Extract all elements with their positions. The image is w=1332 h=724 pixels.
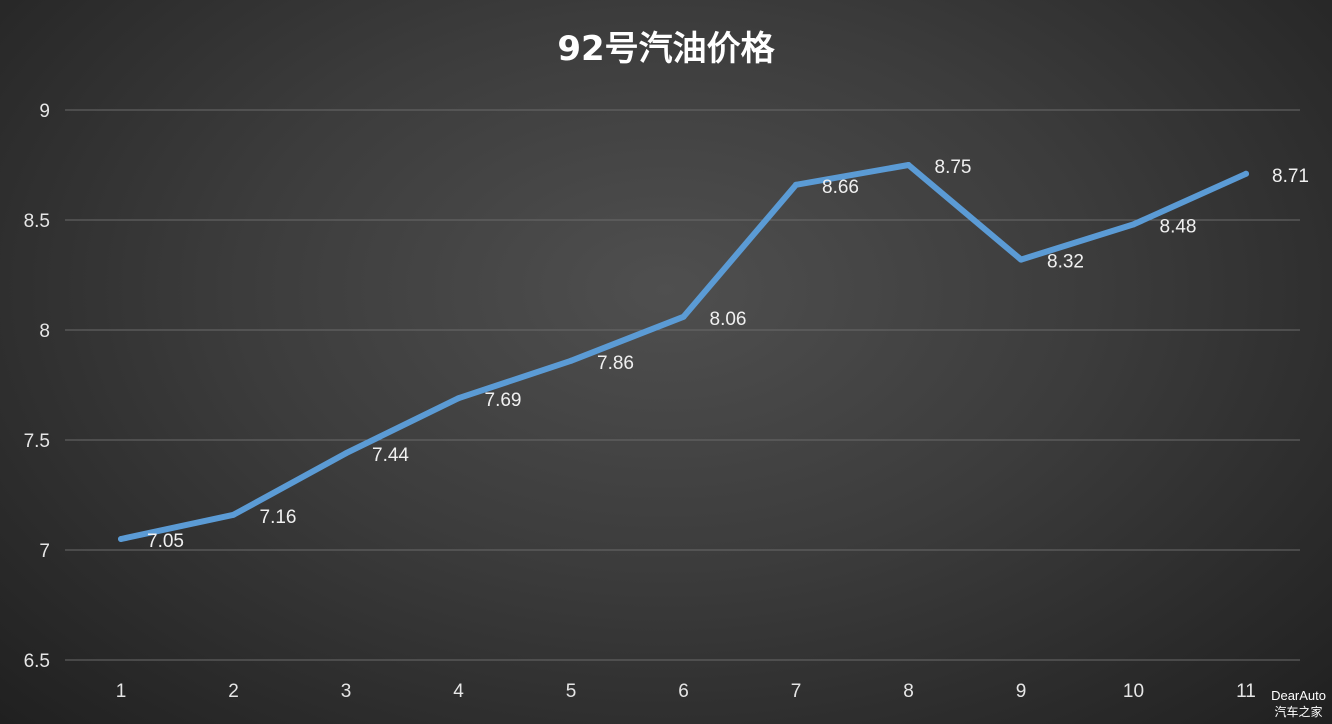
data-point <box>680 313 687 320</box>
watermark-text-en: DearAuto <box>1271 688 1326 703</box>
data-point <box>230 511 237 518</box>
data-label: 8.71 <box>1272 166 1309 187</box>
data-point <box>1018 256 1024 263</box>
data-point <box>1243 170 1249 177</box>
x-tick-label: 9 <box>1016 681 1027 702</box>
x-tick-label: 1 <box>116 681 127 702</box>
y-tick-label: 8.5 <box>24 211 50 232</box>
x-tick-label: 2 <box>228 681 239 702</box>
y-tick-label: 7 <box>39 541 50 562</box>
x-tick-label: 11 <box>1236 681 1256 702</box>
x-axis-ticks: 1 2 3 4 5 6 7 8 9 10 11 <box>116 681 1256 702</box>
x-tick-label: 8 <box>903 681 914 702</box>
x-tick-label: 6 <box>678 681 689 702</box>
x-tick-label: 5 <box>566 681 577 702</box>
data-point <box>793 181 799 188</box>
data-point <box>118 536 124 542</box>
y-tick-label: 6.5 <box>24 651 50 672</box>
series-line-group <box>118 162 1249 542</box>
data-label: 7.86 <box>597 353 634 374</box>
data-point <box>455 395 462 402</box>
chart-title: 92号汽油价格 <box>557 29 775 69</box>
y-axis-ticks: 6.5 7 7.5 8 8.5 9 <box>24 101 50 672</box>
data-label: 7.05 <box>147 531 184 552</box>
x-tick-label: 4 <box>453 681 464 702</box>
data-label: 8.48 <box>1160 216 1197 237</box>
data-point <box>1130 221 1137 228</box>
data-point <box>343 450 349 457</box>
data-labels: 7.05 7.16 7.44 7.69 7.86 8.06 8.66 8.75 8.32 8.48… <box>147 157 1309 552</box>
data-label: 8.32 <box>1047 252 1084 273</box>
data-label: 7.69 <box>485 390 522 411</box>
watermark-logo: DearAuto 汽车之家 <box>1271 688 1326 720</box>
data-label: 8.06 <box>710 309 747 330</box>
y-tick-label: 8 <box>39 321 50 342</box>
watermark-text-cn: 汽车之家 <box>1274 705 1323 719</box>
x-tick-label: 10 <box>1123 681 1144 702</box>
y-tick-label: 9 <box>39 101 50 122</box>
series-line <box>118 162 1249 542</box>
data-point <box>905 162 912 168</box>
x-tick-label: 7 <box>791 681 802 702</box>
gridlines <box>65 109 1300 661</box>
data-label: 8.75 <box>935 157 972 178</box>
x-tick-label: 3 <box>341 681 352 702</box>
data-label: 8.66 <box>822 177 859 198</box>
data-label: 7.16 <box>260 507 297 528</box>
data-label: 7.44 <box>372 445 409 466</box>
y-tick-label: 7.5 <box>24 431 50 452</box>
data-point <box>568 357 574 364</box>
